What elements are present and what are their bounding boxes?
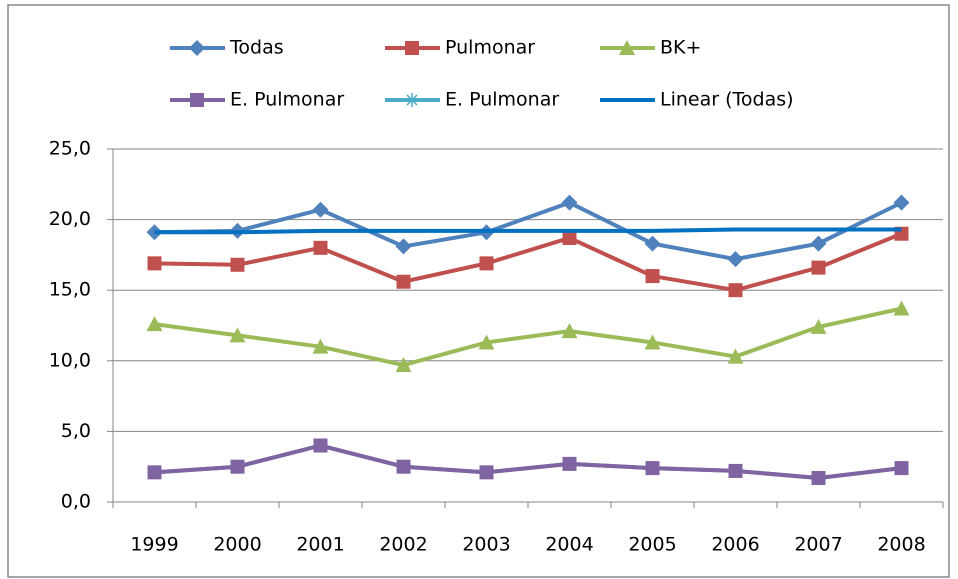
series-line [154,443,902,480]
data-point [644,334,661,350]
series-line [154,231,903,293]
data-point [728,283,743,298]
legend-label: Todas [229,37,284,59]
legend-item: Todas [170,37,284,59]
y-tick-label: 25,0 [49,138,91,160]
chart-border [7,4,950,578]
data-point [562,456,577,471]
data-point [313,438,328,453]
legend-item: Linear (Todas) [600,89,794,111]
x-tick-label: 2004 [545,534,593,556]
data-point [479,465,494,480]
data-point [811,260,826,275]
x-tick-label: 2003 [462,534,510,556]
data-point [644,235,661,252]
data-point [312,201,329,218]
data-point [561,323,578,339]
data-point [479,256,494,271]
data-point [562,230,577,245]
data-point [395,357,412,373]
data-point [230,459,245,474]
legend-label: Pulmonar [445,37,535,59]
series-line [154,227,902,235]
x-tick-label: 2007 [794,534,842,556]
x-tick-label: 2002 [379,534,427,556]
data-point [395,238,412,255]
legend-item: E. Pulmonar [170,89,344,111]
data-point [810,235,827,252]
legend-label: E. Pulmonar [230,89,344,111]
legend-marker [190,93,204,107]
x-tick-label: 2006 [711,534,759,556]
legend-marker [189,40,205,56]
data-point [894,461,909,476]
series-line [154,306,902,368]
data-point [146,316,163,332]
data-point [478,334,495,350]
x-tick-label: 2008 [877,534,925,556]
legend-marker [405,93,419,107]
data-point [396,459,411,474]
legend-label: BK+ [660,37,701,59]
data-point [229,327,246,343]
x-tick-label: 2005 [628,534,676,556]
y-tick-label: 0,0 [61,491,91,513]
legend-item: BK+ [600,37,701,59]
y-tick-label: 20,0 [49,208,91,230]
data-point [728,463,743,478]
legend-marker [619,40,635,55]
x-tick-label: 1999 [130,534,178,556]
data-point [645,269,660,284]
data-point [645,461,660,476]
data-point [893,194,910,211]
data-point [313,240,328,255]
data-point [147,256,162,271]
legend-label: E. Pulmonar [445,89,559,111]
data-point [230,257,245,272]
data-point [312,338,329,354]
x-tick-label: 2001 [296,534,344,556]
y-tick-label: 15,0 [49,279,91,301]
data-point [727,348,744,364]
legend-label: Linear (Todas) [660,89,794,111]
legend-item: E. Pulmonar [385,89,559,111]
x-tick-label: 2000 [213,534,261,556]
data-point [893,300,910,316]
legend-item: Pulmonar [385,37,535,59]
legend-marker [405,41,419,55]
y-tick-label: 5,0 [61,420,91,442]
data-point [561,194,578,211]
series-line [154,200,903,262]
data-point [727,251,744,268]
data-point [147,465,162,480]
y-tick-label: 10,0 [49,349,91,371]
data-point [396,274,411,289]
data-point [811,470,826,485]
data-point [810,318,827,334]
